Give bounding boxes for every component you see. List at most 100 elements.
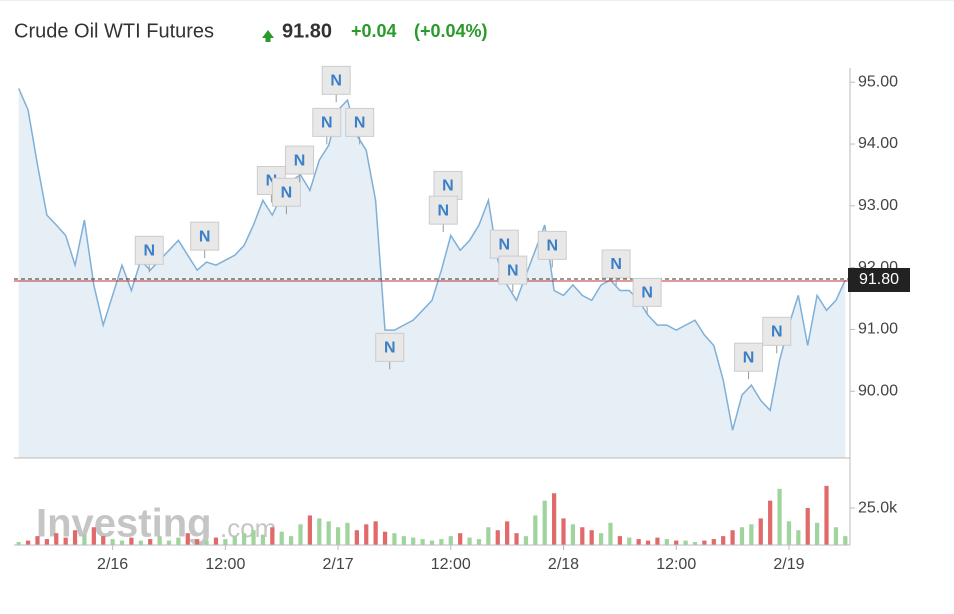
- volume-bar: [298, 524, 303, 545]
- news-marker: [312, 107, 342, 137]
- area: [18, 88, 846, 459]
- volume-bar: [448, 536, 453, 545]
- volume-bar: [805, 508, 810, 545]
- volume-bar: [815, 522, 820, 545]
- y-tick-label: 91.00: [858, 321, 898, 338]
- volume-bar: [101, 536, 106, 545]
- volume-bar: [25, 540, 31, 545]
- volume-bar: [223, 539, 228, 545]
- volume-bar: [54, 533, 59, 545]
- volume-bar: [551, 493, 557, 545]
- volume-bar: [204, 540, 209, 545]
- news-marker-label: N: [384, 340, 396, 357]
- volume-bar: [580, 527, 585, 545]
- news-marker: [762, 316, 792, 346]
- volume-bar: [692, 542, 698, 545]
- volume-bar: [429, 540, 435, 545]
- volume-bar: [833, 527, 839, 545]
- volume-bar: [91, 527, 96, 545]
- volume-bar: [523, 536, 529, 545]
- x-tick-label: 2/16: [97, 556, 128, 573]
- x-tick-label: 2/17: [322, 556, 353, 573]
- news-marker: [375, 332, 405, 362]
- volume-bar: [63, 537, 68, 545]
- news-marker-label: N: [330, 73, 342, 90]
- news-marker: [285, 145, 315, 175]
- news-marker-label: N: [610, 256, 622, 273]
- news-marker: [537, 230, 567, 260]
- volume-bar: [185, 533, 190, 545]
- volume-bar: [44, 539, 49, 545]
- volume-bar: [411, 537, 416, 545]
- volume-bar: [683, 540, 688, 545]
- volume-bar: [777, 488, 782, 545]
- volume-bar: [260, 534, 266, 545]
- volume-bar: [157, 536, 162, 545]
- volume-bar: [655, 537, 660, 545]
- price-tag: [848, 267, 910, 292]
- volume-bar: [232, 536, 237, 545]
- news-marker: [321, 65, 351, 95]
- volume-bar: [674, 540, 679, 545]
- news-marker-label: N: [321, 115, 333, 132]
- volume-bar: [739, 527, 745, 545]
- volume-bar: [364, 524, 369, 545]
- y-tick-label: 93.00: [858, 197, 898, 214]
- news-marker: [190, 221, 220, 251]
- volume-bar: [129, 537, 134, 545]
- volume-bar: [307, 515, 313, 545]
- volume-bar: [495, 530, 500, 545]
- volume-bar: [82, 534, 87, 545]
- volume-bar: [617, 536, 622, 545]
- news-marker-label: N: [294, 152, 306, 169]
- volume-bar: [345, 522, 350, 545]
- y-tick-label: 95.00: [858, 73, 898, 90]
- news-marker-label: N: [354, 115, 366, 132]
- volume-bar: [382, 531, 388, 545]
- volume-bar: [796, 530, 801, 545]
- volume-bar: [589, 530, 594, 545]
- news-marker: [271, 177, 301, 207]
- volume-bar: [317, 518, 322, 545]
- volume-bar: [843, 536, 848, 545]
- news-marker: [734, 342, 764, 372]
- x-tick-label: 12:00: [431, 556, 471, 573]
- news-marker: [632, 277, 662, 307]
- news-marker: [428, 195, 458, 225]
- volume-bar: [570, 524, 576, 545]
- news-marker-label: N: [266, 173, 278, 190]
- volume-bar: [636, 539, 641, 545]
- volume-bar: [467, 537, 472, 545]
- volume-bar: [110, 539, 115, 545]
- volume-bar: [824, 485, 829, 545]
- news-marker: [433, 170, 463, 200]
- volume-bar: [251, 530, 256, 545]
- volume-bar: [702, 540, 707, 545]
- volume-bar: [505, 521, 510, 545]
- volume-bar: [627, 537, 632, 545]
- volume-bar: [401, 536, 406, 545]
- volume-bar: [561, 518, 566, 545]
- volume-bar: [645, 540, 651, 545]
- x-tick-label: 12:00: [205, 556, 245, 573]
- watermark: .com: [220, 513, 276, 543]
- volume-bar: [730, 530, 735, 545]
- volume-bar: [514, 533, 519, 545]
- volume-bar: [476, 539, 482, 545]
- volume-bar: [664, 539, 669, 545]
- volume-bar: [439, 539, 444, 545]
- volume-bar: [721, 536, 726, 545]
- news-marker-label: N: [499, 236, 511, 253]
- price: 91.80: [282, 20, 332, 42]
- y2-tick-label: 25.0k: [858, 499, 898, 516]
- volume-bar: [486, 527, 491, 545]
- news-marker: [134, 235, 164, 265]
- volume-bar: [270, 527, 275, 545]
- y-tick-label: 90.00: [858, 382, 898, 399]
- volume-bar: [326, 521, 331, 545]
- news-marker: [601, 249, 631, 279]
- news-marker-label: N: [507, 262, 519, 279]
- news-marker-label: N: [281, 184, 293, 201]
- volume-bar: [608, 522, 613, 545]
